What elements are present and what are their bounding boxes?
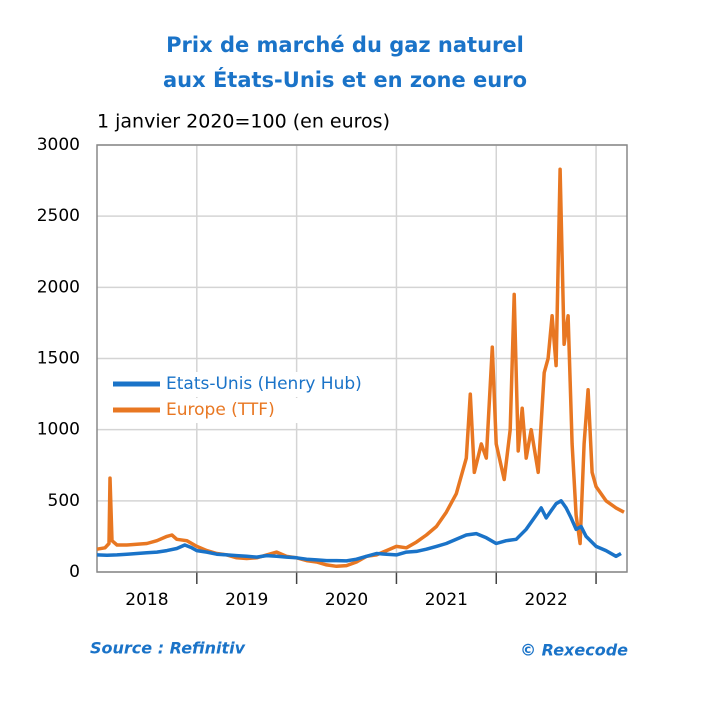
source: Source : Refinitiv — [90, 639, 246, 658]
x-tick-label: 2019 — [225, 590, 268, 610]
y-tick-label: 3000 — [37, 135, 80, 155]
chart-title: aux États-Unis et en zone euro — [163, 67, 527, 92]
x-tick-label: 2018 — [125, 590, 168, 610]
y-tick-label: 2500 — [37, 206, 80, 226]
y-tick-label: 500 — [48, 491, 80, 511]
x-tick-label: 2020 — [325, 590, 368, 610]
copyright: © Rexecode — [520, 641, 628, 660]
x-tick-label: 2021 — [425, 590, 468, 610]
y-tick-label: 2000 — [37, 277, 80, 297]
plot-frame — [96, 144, 628, 573]
y-tick-label: 1000 — [37, 420, 80, 440]
series-line — [96, 499, 622, 563]
legend-label: Etats-Unis (Henry Hub) — [166, 374, 362, 394]
y-tick-label: 0 — [69, 562, 80, 582]
y-tick-label: 1500 — [37, 349, 80, 369]
legend-label: Europe (TTF) — [166, 400, 275, 420]
series-line — [96, 167, 625, 569]
subtitle: 1 janvier 2020=100 (en euros) — [97, 111, 390, 133]
chart-title: Prix de marché du gaz naturel — [166, 33, 524, 57]
x-tick-label: 2022 — [525, 590, 568, 610]
